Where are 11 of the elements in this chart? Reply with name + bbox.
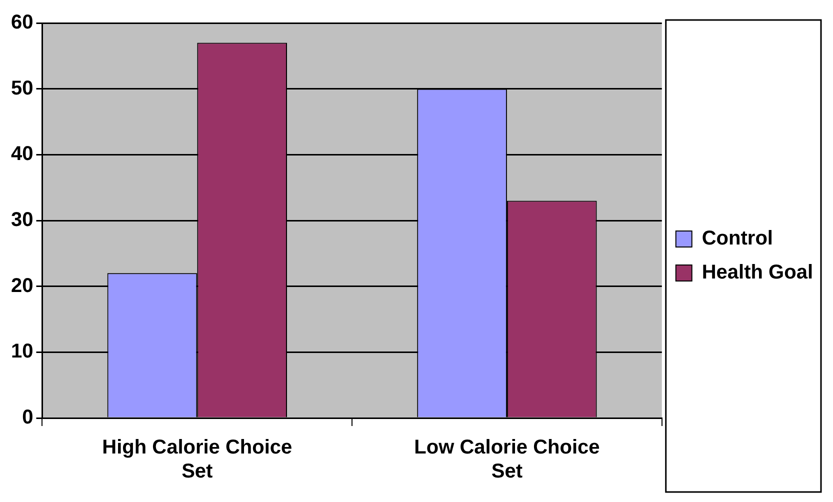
y-tick-label: 10	[10, 340, 34, 363]
y-tick-label: 20	[10, 274, 34, 297]
x-tick-label: High Calorie Choice Set	[102, 436, 292, 483]
y-tick-label: 40	[10, 143, 34, 166]
y-tick-label: 60	[10, 12, 34, 34]
y-tick-label: 30	[10, 209, 34, 232]
legend-label: Control	[702, 228, 773, 250]
y-tick-label: 0	[22, 406, 34, 429]
y-tick-label: 50	[10, 77, 34, 100]
x-tick-label: Low Calorie Choice Set	[414, 436, 600, 483]
legend-label: Health Goal	[702, 262, 814, 284]
